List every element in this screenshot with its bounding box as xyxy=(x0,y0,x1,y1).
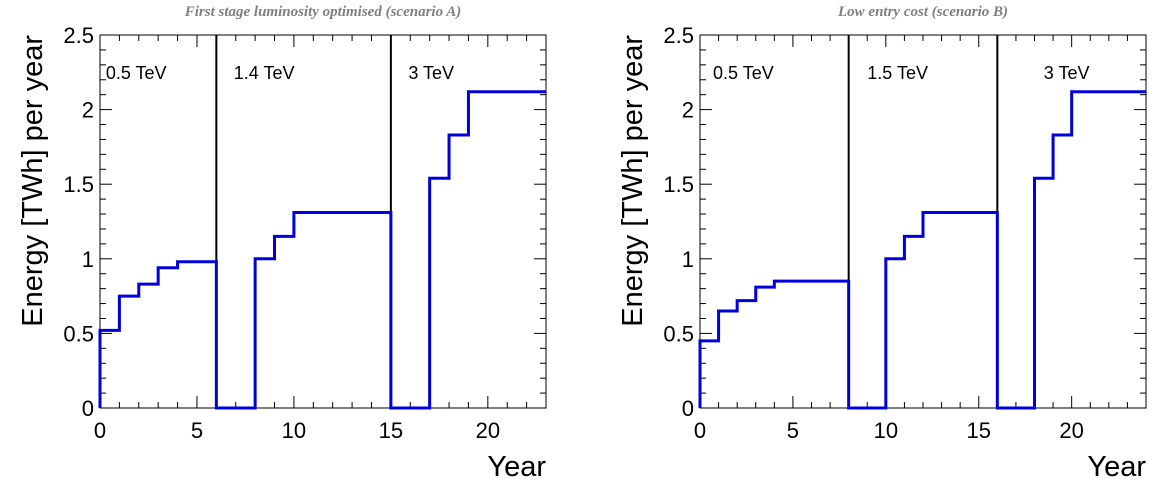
y-tick-label: 1 xyxy=(682,247,694,272)
y-tick-label: 1 xyxy=(82,247,94,272)
y-tick-label: 1.5 xyxy=(63,172,94,197)
stage-label: 3 TeV xyxy=(1044,63,1090,83)
x-tick-label: 10 xyxy=(874,418,898,443)
stage-label: 1.4 TeV xyxy=(234,63,295,83)
plot-frame xyxy=(99,34,547,409)
x-tick-label: 10 xyxy=(282,418,306,443)
series-line xyxy=(98,90,546,410)
x-tick-label: 20 xyxy=(1059,418,1083,443)
stage-label: 0.5 TeV xyxy=(106,63,167,83)
stage-label: 3 TeV xyxy=(408,63,454,83)
y-axis-title: Energy [TWh] per year xyxy=(17,35,49,327)
stage-label: 1.5 TeV xyxy=(867,63,928,83)
y-tick-label: 0 xyxy=(682,396,694,421)
y-axis-title: Energy [TWh] per year xyxy=(617,35,649,327)
y-tick-label: 1.5 xyxy=(663,172,694,197)
chart-title: Low entry cost (scenario B) xyxy=(837,4,1008,20)
y-tick-label: 2 xyxy=(682,98,694,123)
x-axis-title: Year xyxy=(1087,451,1146,479)
x-tick-label: 0 xyxy=(694,418,706,443)
stage-label: 0.5 TeV xyxy=(713,63,774,83)
y-tick-label: 2.5 xyxy=(63,23,94,48)
y-tick-label: 0 xyxy=(82,396,94,421)
x-tick-label: 5 xyxy=(191,418,203,443)
chart-panel-1: First stage luminosity optimised (scenar… xyxy=(17,4,547,479)
x-tick-label: 15 xyxy=(967,418,991,443)
y-tick-label: 2.5 xyxy=(663,23,694,48)
y-tick-label: 0.5 xyxy=(663,321,694,346)
x-tick-label: 0 xyxy=(94,418,106,443)
y-tick-label: 2 xyxy=(82,98,94,123)
x-tick-label: 20 xyxy=(476,418,500,443)
series-line xyxy=(698,90,1146,410)
x-axis-title: Year xyxy=(487,451,546,479)
chart-panel-2: Low entry cost (scenario B) 0 5 10 15 20 0 0.5 1… xyxy=(617,4,1147,479)
x-tick-label: 15 xyxy=(379,418,403,443)
x-tick-label: 5 xyxy=(787,418,799,443)
chart-title: First stage luminosity optimised (scenar… xyxy=(184,4,462,20)
y-tick-label: 0.5 xyxy=(63,321,94,346)
